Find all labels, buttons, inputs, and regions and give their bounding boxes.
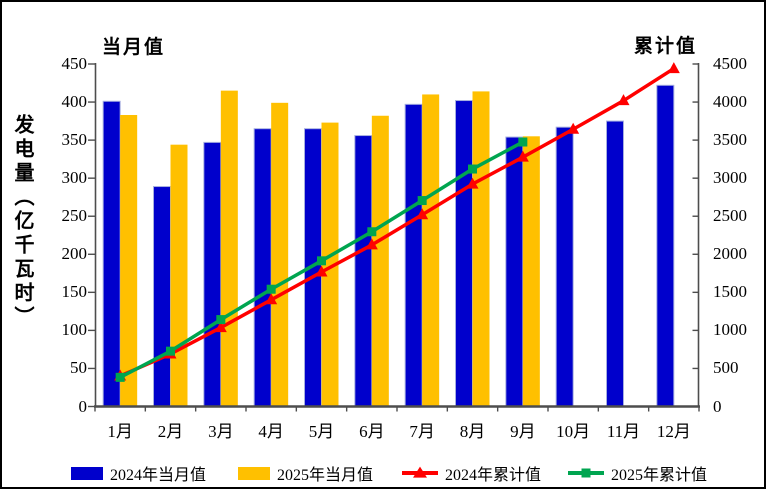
- bar-2024年当月值-4月: [253, 128, 272, 407]
- marker-2024年累计值-12月: [667, 62, 680, 74]
- x-tick-10月: 10月: [556, 422, 591, 441]
- bar-2024年当月值-6月: [354, 135, 373, 408]
- marker-2025年累计值-9月: [518, 137, 528, 147]
- legend-swatch-2025年当月值: [238, 466, 270, 480]
- x-tick-12月: 12月: [656, 422, 691, 441]
- x-tick-8月: 8月: [459, 422, 486, 441]
- bar-2025年当月值-8月: [472, 91, 490, 407]
- bar-2025年当月值-5月: [321, 122, 339, 407]
- legend-label: 2024年当月值: [110, 467, 207, 484]
- marker-2024年累计值-11月: [617, 94, 630, 106]
- bar-2024年当月值-8月: [455, 100, 473, 408]
- y-tick-right-1000: 1000: [713, 320, 747, 340]
- bar-2024年当月值-11月: [606, 120, 624, 407]
- legend-swatch-2024年当月值: [71, 466, 103, 480]
- legend-line-2025年累计值: [568, 468, 604, 478]
- y-tick-right-4000: 4000: [713, 92, 747, 112]
- x-tick-2月: 2月: [157, 422, 184, 441]
- y-tick-right-2000: 2000: [713, 244, 747, 264]
- y-tick-left-450: 450: [61, 54, 88, 73]
- y-tick-left-100: 100: [61, 320, 88, 340]
- bar-2024年当月值-7月: [404, 103, 423, 407]
- bar-2025年当月值-7月: [422, 94, 440, 407]
- x-tick-9月: 9月: [510, 422, 536, 441]
- y-tick-right-500: 500: [713, 358, 739, 378]
- legend-item-2025年累计值: 2025年累计值: [568, 461, 707, 485]
- marker-2024年累计值-5月: [315, 265, 328, 277]
- marker-2024年累计值-3月: [214, 321, 227, 333]
- marker-2025年累计值-3月: [216, 315, 226, 325]
- x-tick-5月: 5月: [308, 422, 335, 441]
- y-tick-left-400: 400: [61, 92, 88, 112]
- bar-2025年当月值-9月: [522, 136, 540, 407]
- marker-2025年累计值-8月: [468, 164, 477, 174]
- marker-2025年累计值-1月: [115, 372, 125, 382]
- right-axis-title: 累计值: [634, 36, 698, 57]
- marker-2024年累计值-9月: [516, 150, 529, 162]
- y-tick-left-150: 150: [61, 282, 88, 302]
- marker-2025年累计值-2月: [166, 346, 175, 356]
- x-tick-11月: 11月: [606, 422, 641, 441]
- bar-2025年当月值-2月: [170, 144, 188, 407]
- x-tick-6月: 6月: [359, 422, 385, 441]
- marker-2024年累计值-6月: [365, 238, 378, 250]
- bar-2024年当月值-2月: [153, 186, 171, 407]
- bar-2024年当月值-1月: [102, 100, 121, 408]
- y-tick-right-4500: 4500: [713, 54, 747, 73]
- y-tick-right-3000: 3000: [713, 168, 747, 188]
- y-tick-left-0: 0: [78, 396, 88, 416]
- legend-item-2025年当月值: 2025年当月值: [238, 461, 373, 485]
- line-2024年累计值: [118, 66, 676, 378]
- x-tick-7月: 7月: [409, 422, 435, 441]
- bar-2025年当月值-3月: [220, 90, 238, 407]
- marker-2025年累计值-4月: [266, 284, 276, 294]
- bar-2024年当月值-10月: [555, 126, 574, 408]
- legend-label: 2025年累计值: [611, 467, 708, 484]
- x-tick-4月: 4月: [258, 422, 284, 441]
- bar-2025年当月值-1月: [120, 114, 138, 407]
- y-tick-right-0: 0: [713, 396, 722, 416]
- x-tick-3月: 3月: [208, 422, 234, 441]
- marker-2025年累计值-6月: [367, 227, 377, 237]
- left-axis-title: 当月值: [102, 37, 166, 58]
- y-tick-left-250: 250: [61, 206, 88, 226]
- legend-label: 2025年当月值: [277, 467, 374, 484]
- bar-2024年当月值-3月: [203, 141, 222, 407]
- y-axis-label: 发电量（亿千瓦时）: [11, 114, 33, 330]
- bar-2024年当月值-12月: [656, 84, 675, 408]
- bar-2025年当月值-4月: [271, 102, 289, 407]
- bar-2024年当月值-9月: [505, 136, 524, 407]
- y-tick-right-3500: 3500: [713, 130, 747, 150]
- bar-2025年当月值-6月: [371, 115, 389, 407]
- legend-label: 2024年累计值: [445, 467, 542, 484]
- marker-2025年累计值-5月: [317, 256, 326, 266]
- y-tick-left-300: 300: [61, 168, 88, 188]
- legend-square-marker-icon: [581, 468, 591, 478]
- marker-2025年累计值-7月: [417, 196, 427, 206]
- y-tick-left-50: 50: [70, 358, 87, 378]
- legend-triangle-marker-icon: [413, 466, 427, 478]
- marker-2024年累计值-8月: [466, 177, 479, 189]
- legend-item-2024年当月值: 2024年当月值: [71, 461, 206, 485]
- marker-2024年累计值-10月: [567, 122, 580, 134]
- legend-item-2024年累计值: 2024年累计值: [402, 461, 541, 485]
- legend-line-2024年累计值: [402, 466, 438, 478]
- x-tick-1月: 1月: [107, 422, 133, 441]
- y-tick-right-1500: 1500: [713, 282, 747, 302]
- marker-2024年累计值-7月: [416, 208, 429, 220]
- y-tick-left-350: 350: [61, 130, 88, 150]
- marker-2024年累计值-4月: [265, 293, 278, 305]
- y-tick-right-2500: 2500: [713, 206, 747, 226]
- y-tick-left-200: 200: [61, 244, 88, 264]
